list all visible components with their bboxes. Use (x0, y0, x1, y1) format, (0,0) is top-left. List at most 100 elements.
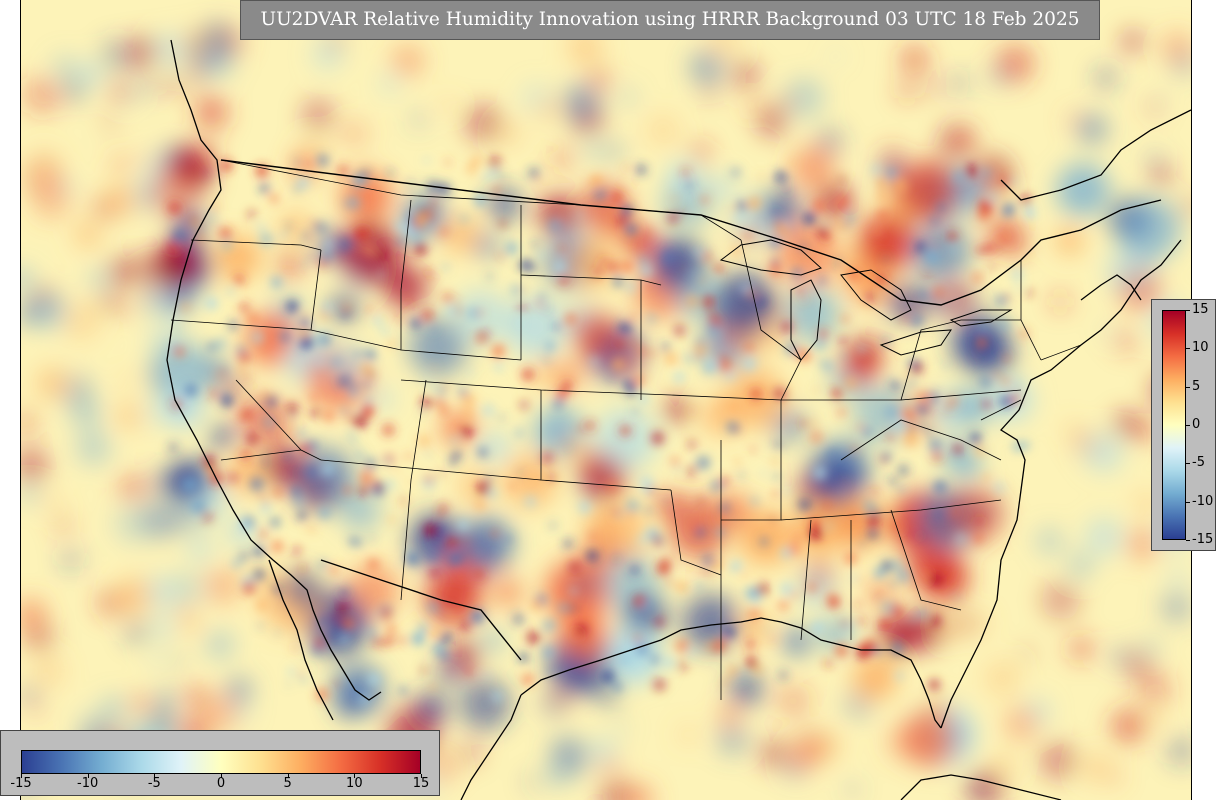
innovation-speck (474, 194, 487, 206)
innovation-blob (1080, 751, 1114, 785)
innovation-speck (857, 576, 863, 583)
innovation-speck (237, 366, 245, 375)
innovation-speck (876, 274, 887, 285)
innovation-blob (153, 32, 186, 65)
innovation-speck (750, 447, 756, 453)
innovation-speck (396, 236, 407, 247)
innovation-speck (876, 595, 881, 600)
innovation-speck (284, 452, 292, 461)
innovation-speck (621, 654, 631, 664)
innovation-speck (260, 503, 271, 514)
innovation-speck (792, 268, 803, 279)
innovation-speck (301, 239, 307, 245)
innovation-speck (445, 305, 458, 317)
innovation-blob (441, 98, 454, 111)
innovation-speck (512, 613, 525, 626)
innovation-speck (252, 545, 265, 558)
innovation-speck (439, 406, 449, 416)
innovation-speck (676, 660, 688, 672)
innovation-speck (460, 619, 472, 631)
innovation-blob (459, 679, 511, 730)
innovation-speck (739, 283, 747, 291)
innovation-speck (625, 223, 637, 235)
innovation-speck (552, 398, 564, 410)
innovation-speck (942, 362, 949, 369)
innovation-blob (180, 614, 200, 635)
innovation-speck (541, 452, 554, 464)
innovation-speck (519, 400, 529, 410)
innovation-speck (235, 345, 247, 356)
innovation-speck (483, 173, 491, 180)
innovation-speck (764, 626, 769, 632)
innovation-speck (902, 486, 907, 492)
innovation-blob (481, 433, 509, 461)
innovation-speck (624, 165, 629, 170)
innovation-blob (571, 311, 619, 359)
innovation-speck (1012, 442, 1022, 452)
innovation-speck (737, 471, 745, 479)
innovation-speck (585, 420, 596, 431)
innovation-speck (952, 170, 965, 183)
innovation-speck (683, 353, 693, 363)
innovation-speck (410, 318, 421, 329)
innovation-speck (772, 490, 779, 498)
innovation-speck (774, 440, 783, 449)
innovation-blob (294, 447, 355, 508)
innovation-blob (26, 631, 42, 647)
innovation-speck (760, 470, 766, 476)
innovation-speck (729, 401, 739, 411)
innovation-speck (358, 486, 369, 496)
innovation-blob (989, 65, 1009, 86)
innovation-speck (657, 561, 670, 575)
innovation-speck (687, 648, 697, 658)
innovation-blob (1020, 646, 1034, 660)
innovation-speck (751, 497, 759, 505)
innovation-speck (321, 605, 326, 610)
innovation-speck (1021, 441, 1030, 450)
innovation-speck (838, 219, 849, 230)
innovation-blob (572, 575, 593, 597)
innovation-blob (568, 238, 618, 288)
innovation-blob (846, 783, 859, 796)
innovation-blob (783, 285, 840, 343)
colorbar-tick (221, 774, 222, 778)
innovation-speck (979, 375, 992, 389)
innovation-speck (275, 630, 280, 635)
innovation-speck (370, 635, 382, 647)
innovation-speck (333, 680, 340, 687)
innovation-speck (1023, 206, 1036, 219)
innovation-blob (205, 630, 235, 660)
innovation-blob (409, 317, 468, 377)
innovation-speck (279, 231, 288, 240)
innovation-speck (231, 558, 242, 569)
innovation-speck (535, 301, 542, 308)
innovation-speck (460, 425, 473, 438)
innovation-speck (952, 247, 958, 253)
innovation-blob (1117, 198, 1181, 261)
innovation-speck (813, 466, 827, 480)
innovation-blob (784, 78, 824, 118)
innovation-speck (696, 339, 705, 347)
innovation-speck (404, 299, 413, 309)
innovation-speck (343, 617, 356, 631)
colorbar-tick-label: -10 (1192, 493, 1214, 509)
innovation-speck (201, 511, 213, 522)
innovation-speck (954, 531, 968, 546)
innovation-speck (179, 301, 191, 312)
colorbar-tick (1186, 501, 1190, 503)
innovation-speck (444, 158, 452, 166)
innovation-blob (689, 49, 724, 85)
innovation-speck (706, 323, 721, 337)
innovation-speck (466, 368, 474, 376)
innovation-speck (220, 392, 229, 401)
innovation-speck (800, 420, 807, 427)
colorbar-tick-label: 0 (216, 776, 226, 791)
innovation-speck (646, 313, 657, 324)
innovation-speck (875, 189, 890, 203)
innovation-speck (476, 550, 482, 555)
innovation-blob (162, 75, 180, 93)
innovation-speck (207, 342, 216, 351)
innovation-speck (775, 221, 784, 229)
innovation-speck (952, 443, 964, 455)
innovation-speck (883, 452, 891, 461)
